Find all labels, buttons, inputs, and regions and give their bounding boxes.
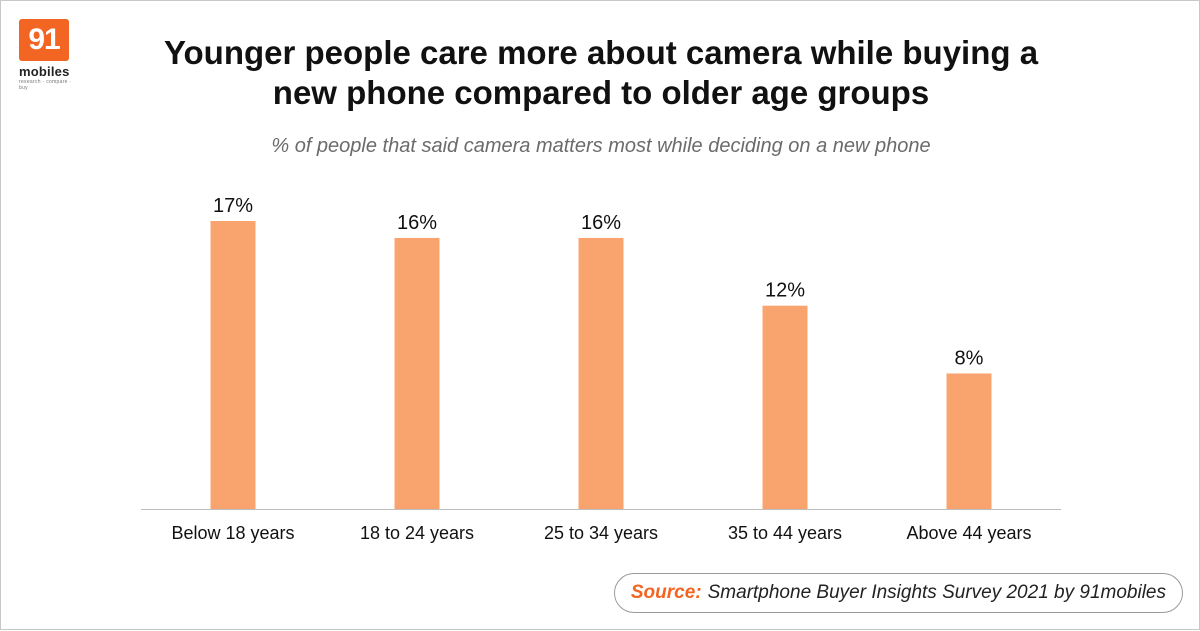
chart-title-line-2: new phone compared to older age groups	[272, 74, 930, 111]
bar-0	[210, 221, 256, 509]
logo-badge: 91	[19, 19, 69, 61]
category-label-2: 25 to 34 years	[544, 523, 658, 543]
category-label-3: 35 to 44 years	[728, 523, 842, 543]
data-label-0: 17%	[213, 195, 253, 217]
logo-tagline: research · compare · buy	[19, 79, 72, 91]
source-text: Smartphone Buyer Insights Survey 2021 by…	[707, 582, 1166, 603]
source-label: Source:	[630, 582, 702, 603]
brand-logo: 91 mobiles research · compare · buy	[19, 19, 75, 91]
data-label-2: 16%	[581, 212, 621, 234]
category-label-1: 18 to 24 years	[360, 523, 474, 543]
chart-title-line-1: Younger people care more about camera wh…	[163, 34, 1039, 71]
source-pill: Source: Smartphone Buyer Insights Survey…	[613, 573, 1183, 613]
category-label-4: Above 44 years	[906, 523, 1031, 543]
chart-title: Younger people care more about camera wh…	[101, 33, 1101, 113]
data-label-4: 8%	[955, 347, 984, 369]
logo-wordmark: mobiles	[19, 64, 70, 79]
bar-3	[762, 305, 808, 509]
data-label-1: 16%	[397, 212, 437, 234]
bar-4	[946, 373, 992, 509]
category-label-0: Below 18 years	[171, 523, 294, 543]
bar-2	[578, 237, 624, 510]
data-label-3: 12%	[765, 280, 805, 302]
bar-1	[394, 237, 440, 510]
chart-subtitle: % of people that said camera matters mos…	[271, 135, 931, 157]
